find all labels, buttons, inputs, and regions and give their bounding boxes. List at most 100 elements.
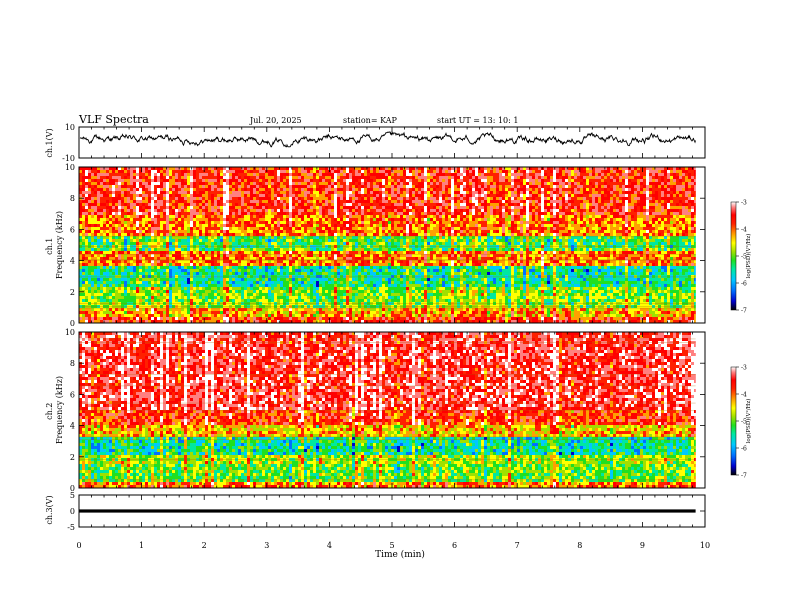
ch1-spectrogram-cell: [289, 317, 293, 321]
ch1-spectrogram-cell: [211, 278, 215, 282]
ch1-spectrogram-cell: [241, 182, 245, 186]
ch1-spectrogram-cell: [133, 233, 137, 237]
ch1-spectrogram-cell: [97, 308, 101, 312]
ch1-spectrogram-cell: [256, 215, 260, 219]
ch1-spectrogram-cell: [91, 179, 95, 183]
ch1-spectrogram-cell: [355, 212, 359, 216]
ch1-spectrogram-cell: [106, 230, 110, 234]
ch1-spectrogram-cell: [121, 224, 125, 228]
ch1-spectrogram-cell: [193, 266, 197, 270]
ch1-spectrogram-cell: [322, 167, 326, 171]
ch1-spectrogram-cell: [142, 278, 146, 282]
ch1-spectrogram-cell: [244, 224, 248, 228]
ch1-spectrogram-cell: [187, 293, 191, 297]
ch1-spectrogram-cell: [169, 188, 173, 192]
ch1-spectrogram-cell: [283, 257, 287, 261]
ch1-spectrogram-cell: [160, 284, 164, 288]
ch1-spectrogram-cell: [169, 170, 173, 174]
ch1-spectrogram-cell: [166, 284, 170, 288]
ch1-spectrogram-cell: [319, 239, 323, 243]
ch1-spectrogram-cell: [340, 284, 344, 288]
ch1-spectrogram-cell: [220, 167, 224, 171]
ch1-spectrogram-cell: [136, 206, 140, 210]
ch1-spectrogram-cell: [145, 260, 149, 264]
ch1-spectrogram-cell: [328, 257, 332, 261]
ch1-spectrogram-cell: [277, 233, 281, 237]
ch1-spectrogram-cell: [334, 227, 338, 231]
ch1-spectrogram-cell: [253, 218, 257, 222]
ch1-spectrogram-cell: [106, 320, 110, 324]
ch1-spectrogram-cell: [187, 203, 191, 207]
ch1-spectrogram-cell: [91, 239, 95, 243]
ch1-spectrogram-cell: [82, 227, 86, 231]
ch1-spectrogram-cell: [166, 227, 170, 231]
ch1-spectrogram-cell: [172, 230, 176, 234]
ch1-spectrogram-cell: [214, 224, 218, 228]
ch1-spectrogram-cell: [271, 194, 275, 198]
ch1-spectrogram-cell: [346, 275, 350, 279]
ch1-spectrogram-cell: [352, 182, 356, 186]
ch1-spectrogram-cell: [295, 200, 299, 204]
ch1-spectrogram-cell: [124, 266, 128, 270]
ch1-spectrogram-cell: [121, 230, 125, 234]
ch1-spectrogram-cell: [247, 191, 251, 195]
ch1-spectrogram-cell: [322, 257, 326, 261]
ch1-spectrogram-cell: [343, 281, 347, 285]
ch1-spectrogram-cell: [223, 284, 227, 288]
ch1-spectrogram-cell: [328, 206, 332, 210]
ch1-spectrogram-cell: [289, 200, 293, 204]
ch1-spectrogram-cell: [349, 239, 353, 243]
ch1-spectrogram-cell: [283, 269, 287, 273]
ch1-spectrogram-cell: [172, 227, 176, 231]
ch1-spectrogram-cell: [94, 293, 98, 297]
ch1-spectrogram-cell: [175, 308, 179, 312]
ch1-spectrogram-cell: [94, 269, 98, 273]
ch1-spectrogram-cell: [238, 242, 242, 246]
ch1-spectrogram-cell: [172, 191, 176, 195]
ch1-spectrogram-cell: [253, 224, 257, 228]
ch1-spectrogram-cell: [334, 173, 338, 177]
ch1-spectrogram-cell: [334, 194, 338, 198]
ch1-spectrogram-cell: [136, 179, 140, 183]
ch1-spectrogram-cell: [286, 194, 290, 198]
ch1-spectrogram-cell: [127, 278, 131, 282]
ch1-spectrogram-cell: [151, 185, 155, 189]
ch1-spectrogram-cell: [121, 227, 125, 231]
ch1-spectrogram-cell: [358, 209, 362, 213]
ch1-spectrogram-cell: [142, 275, 146, 279]
ch1-spectrogram-cell: [196, 176, 200, 180]
ch1-spectrogram-cell: [313, 203, 317, 207]
ch1-spectrogram-cell: [151, 269, 155, 273]
ch1-spectrogram-cell: [280, 260, 284, 264]
ch1-spectrogram-cell: [199, 182, 203, 186]
ch1-spectrogram-cell: [121, 176, 125, 180]
ch1-spectrogram-cell: [124, 179, 128, 183]
ch1-spectrogram-cell: [115, 239, 119, 243]
ch1-spectrogram-cell: [196, 200, 200, 204]
ch1-spectrogram-cell: [178, 320, 182, 324]
ch1-spectrogram-cell: [199, 284, 203, 288]
ch1-spectrogram-cell: [211, 197, 215, 201]
ch1-spectrogram-cell: [184, 269, 188, 273]
ch1-spectrogram-cell: [205, 269, 209, 273]
ch1-spectrogram-cell: [151, 311, 155, 315]
ch1-spectrogram-cell: [343, 170, 347, 174]
ch1-spectrogram-cell: [97, 200, 101, 204]
ch1-spectrogram-cell: [340, 257, 344, 261]
ch1-spectrogram-cell: [193, 209, 197, 213]
ch1-spectrogram-cell: [88, 254, 92, 258]
ch1-spectrogram-cell: [298, 239, 302, 243]
ch1-spectrogram-cell: [154, 170, 158, 174]
ch1-spectrogram-cell: [217, 260, 221, 264]
ch1-spectrogram-cell: [190, 248, 194, 252]
ch1-spectrogram-cell: [256, 242, 260, 246]
ch1-spectrogram-cell: [316, 266, 320, 270]
ch1-spectrogram-cell: [328, 203, 332, 207]
ch1-spectrogram-cell: [292, 203, 296, 207]
ch1-spectrogram-cell: [178, 200, 182, 204]
ch1-spectrogram-cell: [271, 272, 275, 276]
ch1-spectrogram-cell: [91, 224, 95, 228]
ch1-spectrogram-cell: [79, 188, 83, 192]
ch1-spectrogram-cell: [325, 176, 329, 180]
ch1-spectrogram-cell: [121, 320, 125, 324]
